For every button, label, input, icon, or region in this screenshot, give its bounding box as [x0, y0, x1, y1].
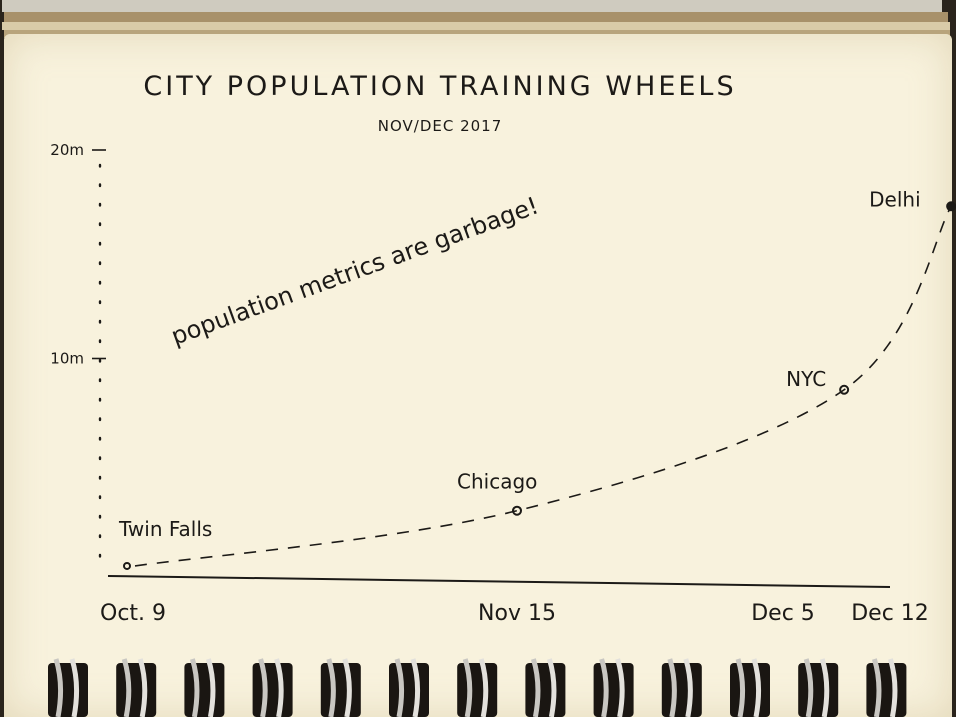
data-point	[123, 561, 131, 570]
binding-ring	[116, 658, 157, 717]
y-axis: 20m 10m	[50, 141, 106, 562]
data-point	[946, 201, 956, 212]
data-point-label: Delhi	[869, 187, 921, 211]
binding-ring	[48, 658, 88, 717]
data-point	[512, 505, 522, 516]
data-point-label: Twin Falls	[118, 517, 212, 541]
connector-curve	[134, 205, 952, 567]
binding-ring	[320, 658, 361, 717]
data-point-label: NYC	[786, 367, 826, 391]
binding-ring	[593, 658, 634, 717]
x-axis-ticks: Oct. 9 Nov 15 Dec 5 Dec 12	[100, 601, 929, 626]
population-chart: CITY POPULATION TRAINING WHEELS NOV/DEC …	[50, 71, 956, 626]
x-axis-line	[107, 575, 891, 588]
x-tick-label: Dec 12	[851, 601, 929, 626]
x-tick-label: Nov 15	[478, 601, 556, 626]
binding-ring	[252, 658, 293, 717]
binding-ring	[730, 658, 770, 717]
x-tick-label: Oct. 9	[100, 601, 166, 626]
binding-ring	[866, 658, 907, 717]
y-tick-label: 20m	[50, 141, 84, 159]
notebook-sheet	[4, 34, 952, 717]
data-point	[839, 384, 850, 395]
binding-ring	[798, 658, 839, 717]
spiral-binding	[48, 658, 907, 717]
y-tick-label: 10m	[50, 350, 84, 368]
chart-title: CITY POPULATION TRAINING WHEELS	[143, 71, 736, 102]
chart-subtitle: NOV/DEC 2017	[378, 117, 503, 135]
x-tick-label: Dec 5	[751, 601, 815, 626]
binding-ring	[661, 658, 702, 717]
annotation-text: population metrics are garbage!	[167, 191, 542, 350]
binding-ring	[525, 658, 566, 717]
data-point-label: Chicago	[457, 470, 537, 494]
binding-ring	[457, 658, 498, 717]
binding-ring	[389, 658, 429, 717]
binding-ring	[184, 658, 225, 717]
